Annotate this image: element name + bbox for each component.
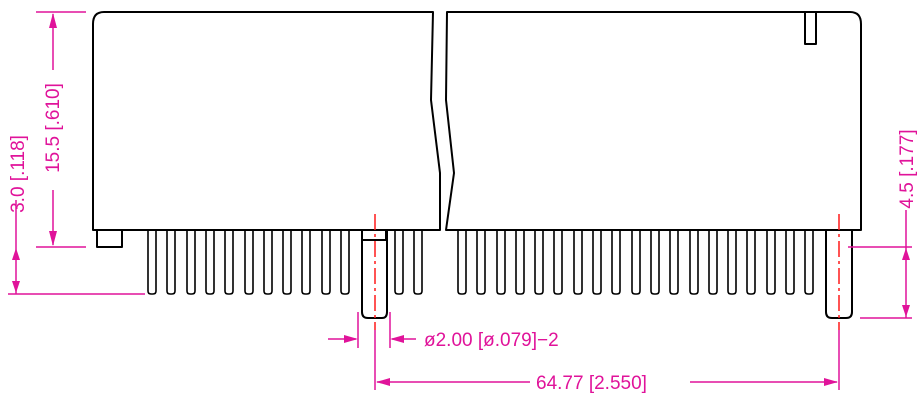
body-left-outline [92, 11, 441, 231]
contact-pin [708, 230, 718, 295]
contact-pin [553, 230, 563, 295]
contact-pin [766, 230, 776, 295]
contact-pin [611, 230, 621, 295]
contact-pin [205, 230, 215, 295]
dimension-body-height: 15.5 [.610] [36, 11, 86, 248]
polarization-key [804, 11, 817, 45]
body-right-outline [445, 11, 862, 231]
pin-group [147, 230, 814, 295]
contact-pin [631, 230, 641, 295]
contact-pin [413, 230, 423, 295]
contact-pin [650, 230, 660, 295]
dimension-pitch: 64.77 [2.550] [374, 330, 840, 394]
contact-pin [394, 230, 404, 295]
dimension-right-pin-height: 4.5 [.177] [848, 129, 918, 319]
contact-pin [727, 230, 737, 295]
dimension-pitch-label: 64.77 [2.550] [536, 373, 647, 394]
contact-pin [476, 230, 486, 295]
dimension-body-height-label: 15.5 [.610] [43, 83, 64, 173]
contact-pin [263, 230, 273, 295]
contact-pin [186, 230, 196, 295]
contact-pin [804, 230, 814, 295]
contact-pin [457, 230, 467, 295]
dimension-standoff-height: 3.0 [.118] [8, 135, 145, 295]
standoff-left-peg [361, 229, 387, 241]
contact-pin [534, 230, 544, 295]
contact-pin [282, 230, 292, 295]
contact-pin [224, 230, 234, 295]
dimension-hole-diameter-label: ø2.00 [ø.079]−2 [424, 330, 559, 351]
contact-pin [496, 230, 506, 295]
contact-pin [147, 230, 157, 295]
contact-pin [746, 230, 756, 295]
contact-pin [244, 230, 254, 295]
contact-pin [573, 230, 583, 295]
contact-pin [592, 230, 602, 295]
contact-pin [321, 230, 331, 295]
contact-pin [669, 230, 679, 295]
dimension-standoff-height-label: 3.0 [.118] [8, 135, 29, 213]
contact-pin [785, 230, 795, 295]
standoff-left [96, 229, 123, 248]
contact-pin [166, 230, 176, 295]
contact-pin [340, 230, 350, 295]
dimension-right-pin-height-label: 4.5 [.177] [897, 129, 918, 208]
contact-pin [301, 230, 311, 295]
dimension-hole-diameter: ø2.00 [ø.079]−2 [328, 312, 559, 351]
contact-pin [515, 230, 525, 295]
contact-pin [689, 230, 699, 295]
